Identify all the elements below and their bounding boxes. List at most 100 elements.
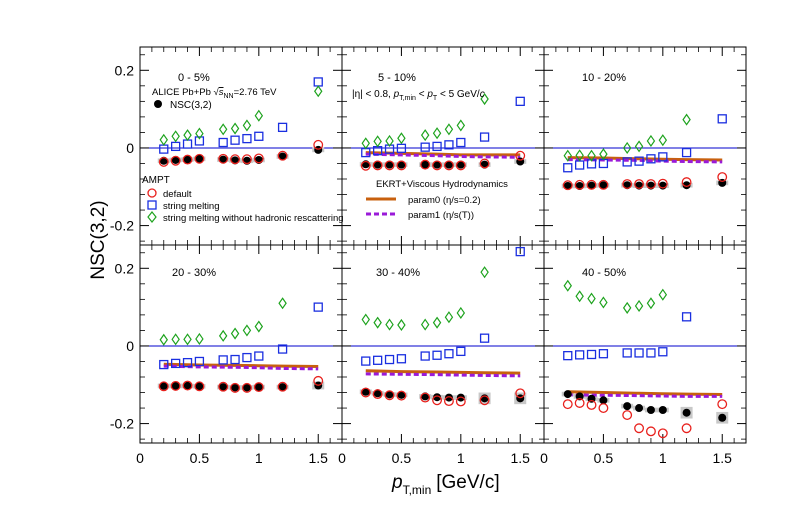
ampt-default-point [574, 179, 585, 190]
ampt-default-point [515, 388, 526, 399]
hydro-param1-line [163, 364, 319, 371]
nsc-point [682, 181, 691, 190]
ampt-melting-no-resc-point [385, 134, 394, 147]
ampt-melting-point [396, 143, 407, 153]
panel-frame [543, 46, 747, 246]
x-tick-label: 1 [255, 450, 263, 466]
ampt-melting-no-resc-point [587, 292, 596, 305]
panel-centrality-label: 0 - 5% [178, 72, 210, 84]
ampt-melting-point [432, 350, 442, 360]
ampt-melting-no-resc-point [682, 113, 691, 126]
ampt-default-point [622, 410, 633, 420]
ampt-default-point [479, 395, 490, 406]
nsc-point [231, 383, 240, 392]
x-tick-label: 0 [136, 450, 144, 466]
ampt-default-point [384, 160, 395, 171]
y-tick-label: -0.2 [110, 218, 134, 234]
ampt-default-point [218, 381, 229, 392]
ampt-melting-no-resc-point [242, 119, 252, 132]
panel-centrality-label: 10 - 20% [582, 72, 626, 84]
legend-alice-line1-post: =2.76 TeV [234, 87, 278, 98]
ampt-default-point [634, 179, 645, 189]
nsc-point [480, 160, 489, 169]
ampt-melting-point [313, 77, 323, 87]
nsc-point [575, 181, 584, 190]
ampt-default-point [194, 153, 205, 164]
panel-frame [139, 244, 343, 444]
kinematics-pt-sub: T,min [399, 95, 416, 102]
ampt-melting-point [681, 147, 692, 158]
ampt-melting-no-resc-point [361, 137, 370, 150]
x-tick-label: 0 [540, 450, 548, 466]
x-axis-label-p: p [391, 472, 403, 493]
nsc-point [682, 408, 691, 417]
ampt-default-point [443, 396, 454, 407]
ampt-melting-no-resc-point [230, 122, 240, 135]
kinematics-lt: < [416, 89, 427, 100]
ampt-melting-no-resc-point [361, 313, 370, 326]
panel-centrality-label: 20 - 30% [172, 267, 216, 279]
ampt-melting-no-resc-point [397, 132, 406, 145]
ampt-melting-no-resc-point [278, 297, 287, 310]
ampt-melting-point [159, 359, 169, 370]
legend-ampt-title: AMPT [142, 175, 170, 186]
ampt-melting-no-resc-point [218, 329, 228, 342]
ampt-melting-point [384, 354, 395, 365]
y-tick-label: 0 [126, 338, 134, 354]
ampt-default-point [562, 399, 573, 410]
ampt-melting-point [254, 131, 264, 141]
ampt-melting-point [717, 114, 727, 124]
ampt-melting-no-resc-point [658, 288, 668, 301]
nsc-point [171, 155, 180, 164]
y-tick-label: 0 [126, 140, 134, 156]
ampt-melting-no-resc-point [599, 148, 608, 161]
ampt-melting-point [574, 160, 585, 170]
nsc-point [623, 402, 632, 411]
ampt-melting-no-resc-point [230, 327, 240, 340]
nsc-point [575, 392, 584, 401]
y-tick-label: 0.2 [115, 260, 135, 276]
nsc-point [385, 160, 394, 169]
legend-alice: ALICE Pb+Pb √sNN=2.76 TeV NSC(3,2) [152, 87, 277, 111]
ampt-melting-no-resc-point [171, 333, 180, 346]
ampt-default-point [657, 428, 668, 439]
ampt-default-point [372, 389, 383, 400]
legend-alice-sqrt-s: s [219, 87, 224, 98]
ampt-melting-point [444, 140, 454, 150]
y-axis-label: NSC(3,2) [88, 200, 109, 279]
ampt-melting-point [681, 312, 692, 322]
ampt-melting-point [242, 133, 252, 144]
ampt-default-point [384, 390, 395, 401]
legend-melting-no-resc-label: string melting without hadronic rescatte… [163, 213, 344, 224]
ampt-melting-no-resc-point [646, 297, 656, 310]
ampt-default-point [170, 155, 181, 166]
x-axis-label-unit: [GeV/c] [436, 472, 499, 493]
ampt-melting-point [313, 302, 323, 312]
ampt-default-point [396, 390, 407, 401]
x-tick-label: 1.5 [309, 450, 329, 466]
ampt-melting-no-resc-point [195, 332, 204, 345]
hydro-param0-line [365, 151, 521, 157]
ampt-melting-point [372, 355, 383, 365]
nsc-point [646, 406, 655, 414]
ampt-default-point [455, 396, 466, 407]
ampt-default-point [479, 158, 490, 169]
ampt-default-point [598, 403, 609, 414]
ampt-melting-no-resc-point [159, 133, 168, 146]
ampt-melting-no-resc-point [622, 301, 632, 314]
nsc-point [242, 383, 251, 392]
nsc-point [183, 381, 192, 390]
ampt-melting-no-resc-point [432, 127, 442, 140]
ampt-default-point [158, 381, 169, 392]
ampt-default-point [158, 156, 169, 167]
ampt-melting-point [563, 350, 573, 361]
ampt-melting-point [254, 351, 264, 361]
ampt-default-point [645, 426, 656, 437]
x-tick-label: 1.5 [511, 450, 531, 466]
ampt-melting-no-resc-point [563, 279, 572, 292]
ampt-default-point [586, 400, 597, 410]
ampt-melting-no-resc-point [444, 311, 454, 324]
ampt-default-point [681, 177, 692, 188]
nsc-point [254, 383, 263, 392]
x-tick-label: 0.5 [392, 450, 412, 466]
